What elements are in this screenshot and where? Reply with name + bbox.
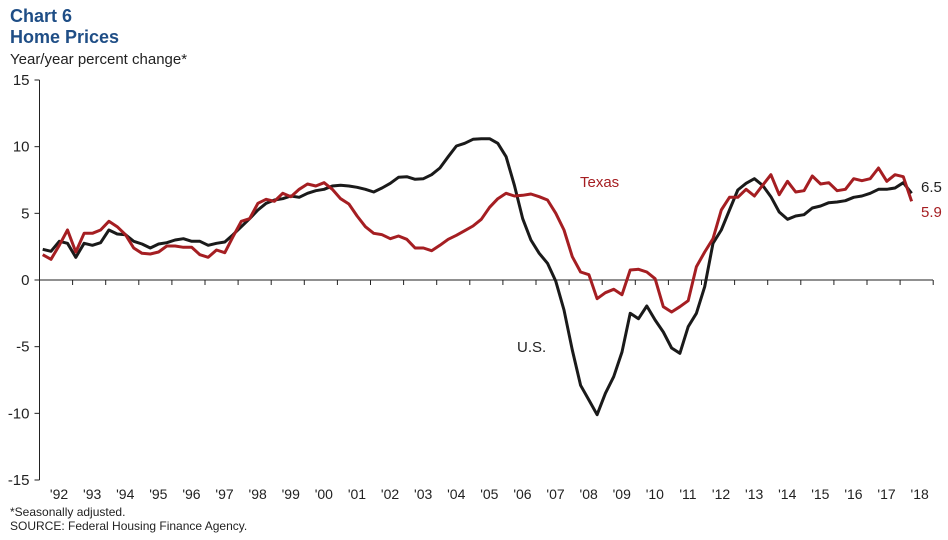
series-label-us: U.S.: [517, 339, 546, 356]
x-tick-label: '96: [182, 486, 200, 502]
y-axis: 15 10 5 0 -5 -10 -15: [8, 72, 40, 489]
chart-number: Chart 6: [10, 6, 73, 26]
texas-last-value-label: 5.9: [921, 204, 942, 221]
x-tick-label: '93: [83, 486, 101, 502]
x-tick-label: '08: [580, 486, 598, 502]
x-tick-label: '14: [778, 486, 796, 502]
x-tick-label: '95: [149, 486, 167, 502]
y-tick-label: 0: [21, 272, 29, 289]
x-tick-label: '01: [348, 486, 366, 502]
chart-title: Home Prices: [10, 27, 120, 47]
x-tick-label: '06: [513, 486, 531, 502]
y-tick-label: -10: [8, 405, 30, 422]
y-tick-label: -5: [16, 339, 29, 356]
series-line-texas: [41, 166, 914, 314]
x-tick-label: '00: [315, 486, 333, 502]
x-tick-label: '92: [50, 486, 68, 502]
x-tick-label: '12: [712, 486, 730, 502]
x-tick-label: '05: [480, 486, 498, 502]
x-tick-label: '99: [282, 486, 300, 502]
x-tick-label: '97: [215, 486, 233, 502]
y-tick-label: 15: [13, 72, 30, 89]
x-tick-label: '10: [646, 486, 664, 502]
series-line-us: [42, 137, 913, 417]
y-tick-label: -15: [8, 472, 30, 489]
x-axis: '92 '93 '94 '95 '96 '97 '98 '99 '00 '01 '02 '03 '04 '…: [39, 279, 934, 502]
us-last-value-label: 6.5: [921, 179, 942, 196]
x-tick-label: '02: [381, 486, 399, 502]
x-tick-label: '03: [414, 486, 432, 502]
source-note: SOURCE: Federal Housing Finance Agency.: [10, 519, 248, 533]
x-tick-label: '13: [745, 486, 763, 502]
x-tick-label: '11: [679, 486, 696, 502]
x-tick-label: '18: [911, 486, 929, 502]
x-tick-label: '04: [447, 486, 465, 502]
x-tick-label: '17: [877, 486, 895, 502]
series-label-texas: Texas: [580, 174, 619, 191]
x-tick-label: '07: [546, 486, 564, 502]
series-lines: [41, 137, 914, 417]
footnote: *Seasonally adjusted.: [10, 505, 126, 519]
x-tick-label: '09: [613, 486, 631, 502]
x-tick-label: '15: [811, 486, 829, 502]
y-tick-label: 10: [13, 139, 30, 156]
y-axis-label: Year/year percent change*: [10, 51, 188, 68]
x-tick-label: '98: [249, 486, 267, 502]
y-tick-label: 5: [21, 205, 29, 222]
x-tick-label: '16: [844, 486, 862, 502]
x-tick-label: '94: [116, 486, 134, 502]
